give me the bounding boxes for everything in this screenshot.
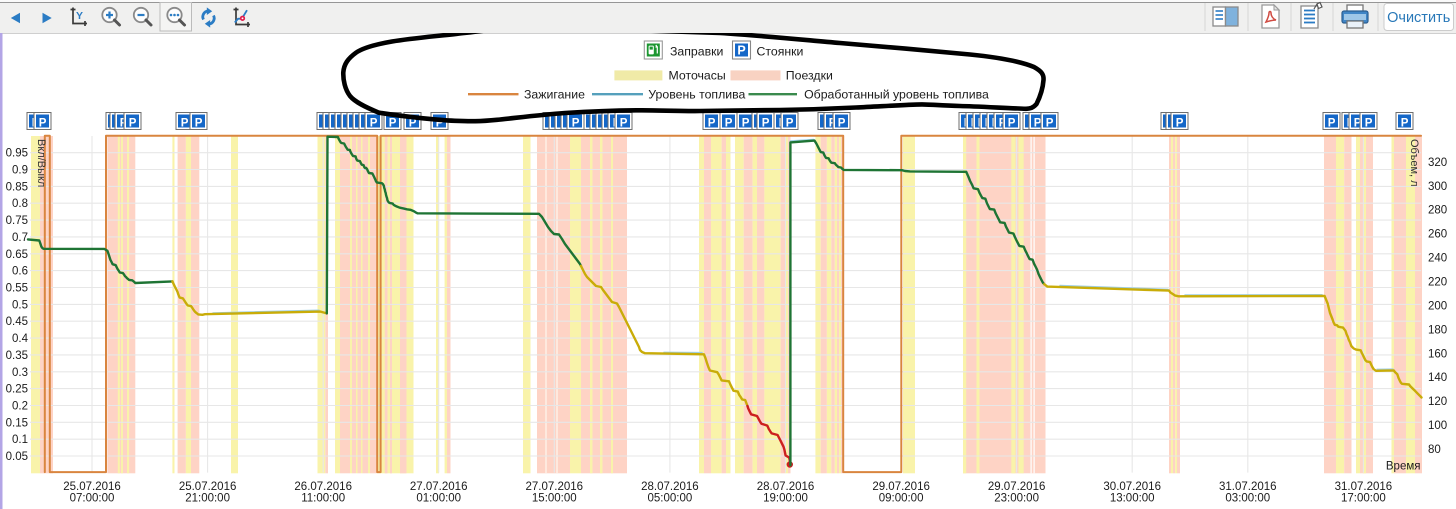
svg-text:19:00:00: 19:00:00 (763, 493, 808, 505)
svg-text:21:00:00: 21:00:00 (185, 493, 230, 505)
svg-text:0.9: 0.9 (12, 165, 28, 177)
svg-text:0.1: 0.1 (12, 434, 28, 446)
svg-text:P: P (129, 117, 137, 129)
svg-text:P: P (1008, 117, 1016, 129)
svg-text:31.07.2016: 31.07.2016 (1335, 481, 1393, 493)
svg-text:13:00:00: 13:00:00 (1110, 493, 1155, 505)
svg-text:100: 100 (1428, 420, 1447, 432)
svg-text:0.65: 0.65 (6, 249, 28, 261)
svg-text:07:00:00: 07:00:00 (70, 493, 115, 505)
svg-text:200: 200 (1428, 300, 1447, 312)
svg-text:0.6: 0.6 (12, 266, 28, 278)
svg-text:P: P (436, 117, 444, 129)
svg-text:Y: Y (76, 10, 83, 22)
svg-text:Заправки: Заправки (670, 44, 724, 58)
svg-text:P: P (39, 117, 47, 129)
svg-text:Зажигание: Зажигание (524, 88, 585, 102)
svg-text:0.75: 0.75 (6, 215, 28, 227)
svg-text:28.07.2016: 28.07.2016 (641, 481, 699, 493)
svg-text:Очистить: Очистить (1387, 10, 1450, 26)
svg-text:Поездки: Поездки (786, 69, 833, 83)
svg-text:01:00:00: 01:00:00 (416, 493, 461, 505)
svg-text:Вкл/Выкл: Вкл/Выкл (35, 139, 47, 187)
svg-text:P: P (1176, 117, 1184, 129)
svg-text:P: P (708, 117, 716, 129)
svg-text:P: P (389, 117, 397, 129)
svg-text:05:00:00: 05:00:00 (648, 493, 693, 505)
svg-text:320: 320 (1428, 157, 1447, 169)
svg-text:0.25: 0.25 (6, 384, 28, 396)
svg-text:P: P (409, 117, 417, 129)
svg-text:0.7: 0.7 (12, 232, 28, 244)
svg-text:140: 140 (1428, 372, 1447, 384)
svg-text:27.07.2016: 27.07.2016 (410, 481, 468, 493)
svg-text:23:00:00: 23:00:00 (994, 493, 1039, 505)
svg-text:29.07.2016: 29.07.2016 (988, 481, 1046, 493)
svg-text:P: P (1401, 117, 1409, 129)
svg-text:15:00:00: 15:00:00 (532, 493, 577, 505)
svg-text:30.07.2016: 30.07.2016 (1103, 481, 1161, 493)
svg-text:0.45: 0.45 (6, 316, 28, 328)
svg-text:P: P (786, 117, 794, 129)
svg-text:P: P (838, 117, 846, 129)
svg-text:31.07.2016: 31.07.2016 (1219, 481, 1277, 493)
svg-text:180: 180 (1428, 324, 1447, 336)
svg-text:260: 260 (1428, 229, 1447, 241)
svg-text:26.07.2016: 26.07.2016 (294, 481, 352, 493)
svg-text:P: P (1034, 117, 1042, 129)
svg-text:Время: Время (1386, 460, 1421, 472)
svg-text:Уровень топлива: Уровень топлива (648, 88, 745, 102)
svg-text:P: P (762, 117, 770, 129)
svg-text:Объем, л: Объем, л (1408, 139, 1420, 187)
svg-text:29.07.2016: 29.07.2016 (872, 481, 930, 493)
svg-text:P: P (620, 117, 628, 129)
svg-text:160: 160 (1428, 348, 1447, 360)
svg-text:0.15: 0.15 (6, 417, 28, 429)
svg-text:Обработанный уровень топлива: Обработанный уровень топлива (804, 88, 989, 102)
svg-text:0.5: 0.5 (12, 299, 28, 311)
svg-text:Моточасы: Моточасы (669, 69, 726, 83)
svg-text:220: 220 (1428, 277, 1447, 289)
svg-text:0.2: 0.2 (12, 401, 28, 413)
svg-text:P: P (725, 117, 733, 129)
svg-text:25.07.2016: 25.07.2016 (179, 481, 237, 493)
svg-text:240: 240 (1428, 253, 1447, 265)
svg-text:P: P (572, 117, 580, 129)
svg-text:0.35: 0.35 (6, 350, 28, 362)
svg-text:03:00:00: 03:00:00 (1225, 493, 1270, 505)
svg-text:P: P (737, 43, 745, 57)
svg-text:27.07.2016: 27.07.2016 (526, 481, 584, 493)
svg-text:0.85: 0.85 (6, 181, 28, 193)
svg-text:11:00:00: 11:00:00 (301, 493, 345, 505)
svg-text:P: P (1365, 117, 1373, 129)
svg-text:0.95: 0.95 (6, 148, 28, 160)
svg-text:P: P (1354, 117, 1362, 129)
svg-text:0.3: 0.3 (12, 367, 28, 379)
svg-text:P: P (1046, 117, 1054, 129)
svg-text:P: P (195, 117, 203, 129)
svg-text:120: 120 (1428, 396, 1447, 408)
svg-text:25.07.2016: 25.07.2016 (63, 481, 121, 493)
svg-text:28.07.2016: 28.07.2016 (757, 481, 815, 493)
svg-text:0.4: 0.4 (12, 333, 29, 345)
svg-text:300: 300 (1428, 181, 1447, 193)
svg-text:Стоянки: Стоянки (757, 44, 804, 58)
svg-text:80: 80 (1428, 444, 1441, 456)
svg-text:280: 280 (1428, 205, 1447, 217)
svg-text:17:00:00: 17:00:00 (1341, 493, 1386, 505)
svg-text:0.55: 0.55 (6, 283, 28, 295)
svg-text:P: P (1328, 117, 1336, 129)
svg-text:P: P (181, 117, 189, 129)
svg-text:09:00:00: 09:00:00 (879, 493, 924, 505)
svg-text:P: P (370, 117, 378, 129)
svg-text:0.05: 0.05 (6, 451, 28, 463)
svg-text:P: P (742, 117, 750, 129)
svg-text:0.8: 0.8 (12, 198, 28, 210)
